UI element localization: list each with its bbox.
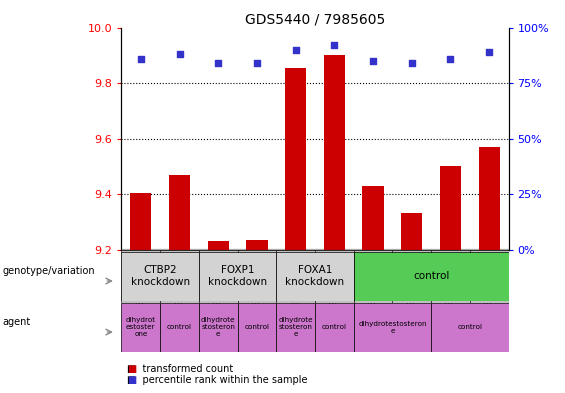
Text: ■  percentile rank within the sample: ■ percentile rank within the sample [127, 375, 307, 386]
Text: ■: ■ [127, 375, 136, 386]
Bar [393, 250, 431, 303]
Bar [199, 303, 237, 352]
Bar [246, 240, 268, 250]
Point [368, 58, 377, 64]
Text: CTBP2
knockdown: CTBP2 knockdown [131, 265, 190, 287]
Bar [121, 303, 160, 352]
Bar [362, 186, 384, 250]
Bar [160, 250, 199, 303]
Point [485, 49, 494, 55]
Bar [276, 252, 354, 301]
Text: control: control [322, 324, 347, 330]
Bar [431, 250, 470, 303]
Bar [276, 250, 315, 303]
Text: genotype/variation: genotype/variation [3, 266, 95, 276]
Bar [431, 303, 508, 352]
Text: control: control [167, 324, 192, 330]
Text: dihydrote
stosteron
e: dihydrote stosteron e [201, 317, 236, 337]
Title: GDS5440 / 7985605: GDS5440 / 7985605 [245, 12, 385, 26]
Text: control: control [413, 271, 449, 281]
Text: ■: ■ [127, 364, 136, 374]
Text: dihydrot
estoster
one: dihydrot estoster one [126, 317, 156, 337]
Bar [315, 303, 354, 352]
Point [136, 55, 145, 62]
Bar [276, 303, 315, 352]
Bar [315, 250, 354, 303]
Bar [479, 147, 500, 250]
Bar [354, 250, 392, 303]
Bar [207, 241, 229, 250]
Point [291, 47, 300, 53]
Text: ■  transformed count: ■ transformed count [127, 364, 233, 374]
Text: FOXA1
knockdown: FOXA1 knockdown [285, 265, 345, 287]
Bar [121, 250, 160, 303]
Bar [324, 55, 345, 250]
Bar [285, 68, 306, 250]
Bar [237, 303, 276, 352]
Text: agent: agent [3, 317, 31, 327]
Point [407, 60, 416, 66]
Text: control: control [457, 324, 483, 330]
Bar [121, 252, 199, 301]
Point [330, 42, 339, 48]
Text: FOXP1
knockdown: FOXP1 knockdown [208, 265, 267, 287]
Bar [130, 193, 151, 250]
Bar [169, 174, 190, 250]
Text: dihydrote
stosteron
e: dihydrote stosteron e [279, 317, 313, 337]
Text: control: control [245, 324, 270, 330]
Bar [354, 252, 508, 301]
Point [253, 60, 262, 66]
Point [175, 51, 184, 57]
Bar [199, 250, 237, 303]
Bar [440, 166, 461, 250]
Bar [354, 303, 431, 352]
Bar [470, 250, 508, 303]
Point [214, 60, 223, 66]
Bar [199, 252, 276, 301]
Bar [160, 303, 199, 352]
Bar [237, 250, 276, 303]
Text: dihydrotestosteron
e: dihydrotestosteron e [358, 321, 427, 334]
Point [446, 55, 455, 62]
Bar [401, 213, 423, 250]
